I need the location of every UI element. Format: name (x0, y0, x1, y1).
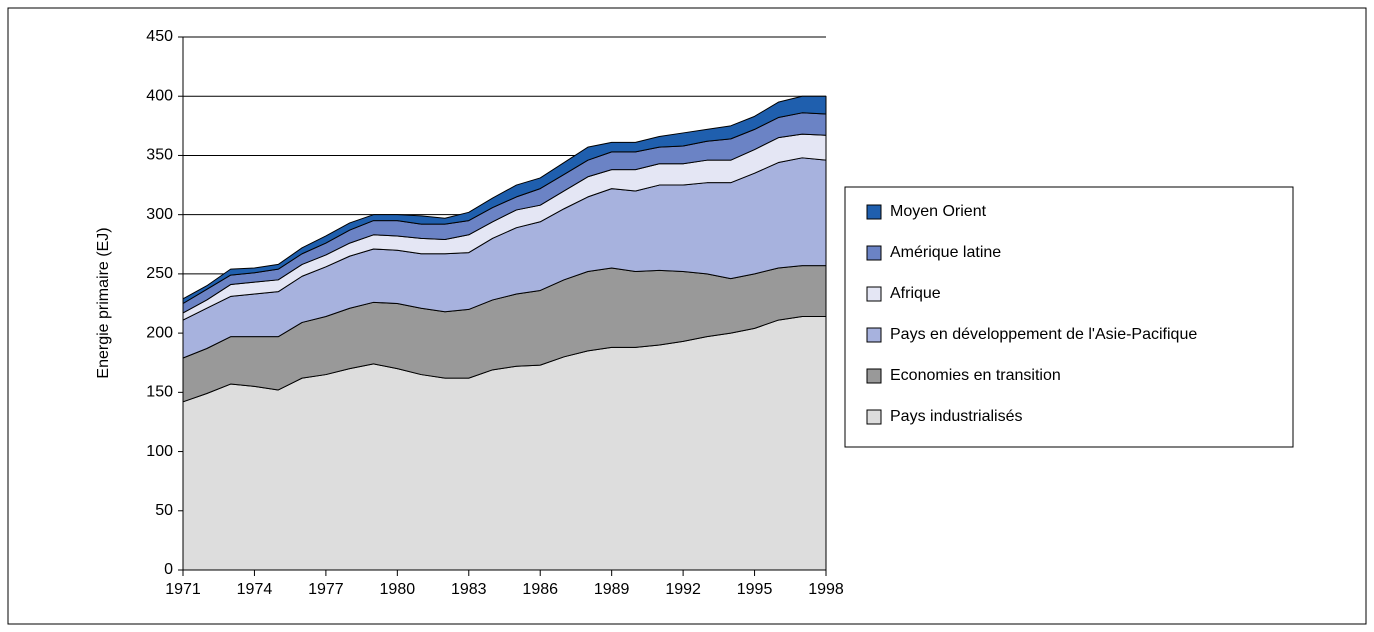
legend-label: Amérique latine (890, 244, 1001, 261)
x-tick-label: 1992 (665, 581, 701, 598)
legend-label: Moyen Orient (890, 203, 987, 220)
x-tick-label: 1983 (451, 581, 487, 598)
y-tick-label: 100 (146, 443, 173, 460)
legend-label: Pays industrialisés (890, 408, 1023, 425)
x-tick-label: 1989 (594, 581, 630, 598)
legend-swatch (866, 245, 882, 261)
x-tick-label: 1974 (237, 581, 273, 598)
y-tick-label: 350 (146, 147, 173, 164)
legend-swatch (866, 368, 882, 384)
legend-label: Pays en développement de l'Asie-Pacifiqu… (890, 326, 1197, 343)
y-tick-label: 150 (146, 384, 173, 401)
area (182, 95, 827, 304)
y-tick-label: 450 (146, 28, 173, 45)
x-tick-label: 1971 (165, 581, 201, 598)
legend-swatch (866, 286, 882, 302)
y-tick-label: 400 (146, 87, 173, 104)
x-tick-label: 1995 (737, 581, 773, 598)
y-tick-label: 300 (146, 206, 173, 223)
y-tick-label: 50 (155, 502, 173, 519)
x-tick-label: 1977 (308, 581, 344, 598)
legend-label: Afrique (890, 285, 941, 302)
y-tick-label: 200 (146, 324, 173, 341)
legend-box (844, 186, 1294, 448)
x-tick-label: 1980 (380, 581, 416, 598)
legend-swatch (866, 409, 882, 425)
legend-swatch (866, 204, 882, 220)
x-tick-label: 1998 (808, 581, 844, 598)
y-tick-label: 250 (146, 265, 173, 282)
y-tick-label: 0 (164, 561, 173, 578)
legend-swatch (866, 327, 882, 343)
legend-label: Economies en transition (890, 367, 1061, 384)
x-tick-label: 1986 (522, 581, 558, 598)
y-axis-label: Energie primaire (EJ) (95, 227, 112, 378)
